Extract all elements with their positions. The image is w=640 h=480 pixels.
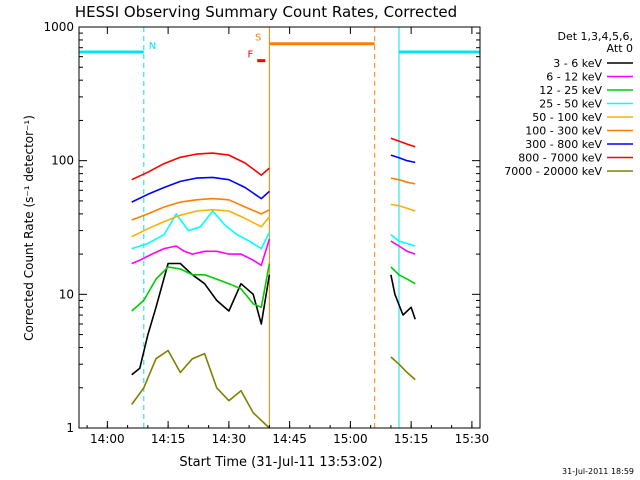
series-0-line-0 bbox=[131, 262, 271, 376]
chart-y-label: Corrected Count Rate (s⁻¹ detector⁻¹) bbox=[22, 115, 36, 341]
x-tick-label-5: 15:15 bbox=[394, 432, 429, 446]
legend-label-8: 7000 - 20000 keV bbox=[504, 165, 602, 178]
marker-label-0: N bbox=[149, 41, 156, 52]
legend-label-2: 12 - 25 keV bbox=[539, 84, 602, 97]
plot-area: N SF bbox=[78, 27, 481, 429]
marker-label-3: F bbox=[247, 50, 253, 61]
legend-label-0: 3 - 6 keV bbox=[553, 57, 602, 70]
legend-label-1: 6 - 12 keV bbox=[546, 71, 602, 84]
legend-label-7: 800 - 7000 keV bbox=[518, 152, 602, 165]
y-tick-label-3: 1000 bbox=[43, 20, 74, 34]
x-tick-label-2: 14:30 bbox=[212, 432, 247, 446]
x-tick-label-4: 15:00 bbox=[333, 432, 368, 446]
series-1-line-1 bbox=[390, 240, 416, 255]
series-8-line-0 bbox=[131, 349, 270, 429]
series-3-line-1 bbox=[390, 233, 416, 247]
series-7-line-1 bbox=[390, 137, 416, 148]
series-2-line-1 bbox=[390, 266, 416, 285]
x-tick-label-0: 14:00 bbox=[90, 432, 125, 446]
legend-label-3: 25 - 50 keV bbox=[539, 98, 602, 111]
series-2-line-0 bbox=[131, 263, 271, 312]
y-tick-label-1: 10 bbox=[59, 287, 74, 301]
x-tick-label-1: 14:15 bbox=[151, 432, 186, 446]
legend-label-4: 50 - 100 keV bbox=[532, 111, 602, 124]
x-tick-label-6: 15:30 bbox=[455, 432, 490, 446]
chart-title: HESSI Observing Summary Count Rates, Cor… bbox=[75, 3, 457, 21]
series-1-line-0 bbox=[131, 238, 271, 267]
marker-label-2: S bbox=[255, 33, 261, 44]
series-0-line-1 bbox=[390, 274, 416, 320]
series-5-line-1 bbox=[390, 177, 416, 185]
series-7-line-0 bbox=[131, 152, 270, 181]
series-6-line-1 bbox=[390, 154, 416, 164]
series-6-line-0 bbox=[131, 176, 270, 203]
series-5-line-0 bbox=[131, 197, 270, 221]
series-4-line-0 bbox=[131, 208, 271, 238]
series-3-line-0 bbox=[131, 210, 271, 250]
x-tick-label-3: 14:45 bbox=[272, 432, 307, 446]
series-4-line-1 bbox=[390, 203, 416, 212]
plot-frame bbox=[78, 26, 481, 429]
chart-x-label: Start Time (31-Jul-11 13:53:02) bbox=[179, 455, 382, 470]
legend-title-line1: Det 1,3,4,5,6, bbox=[557, 30, 633, 43]
y-tick-label-2: 100 bbox=[51, 154, 74, 168]
plot-timestamp: 31-Jul-2011 18:59 bbox=[562, 467, 634, 476]
series-8-line-1 bbox=[390, 356, 416, 381]
y-tick-label-0: 1 bbox=[66, 421, 74, 435]
legend-label-6: 300 - 800 keV bbox=[525, 138, 602, 151]
legend-title-line2: Att 0 bbox=[607, 42, 633, 55]
legend-label-5: 100 - 300 keV bbox=[525, 125, 602, 138]
axes: 14:00 14:15 14:30 14:45 15:00 15:15 15:30 1 10 10… bbox=[43, 20, 489, 446]
